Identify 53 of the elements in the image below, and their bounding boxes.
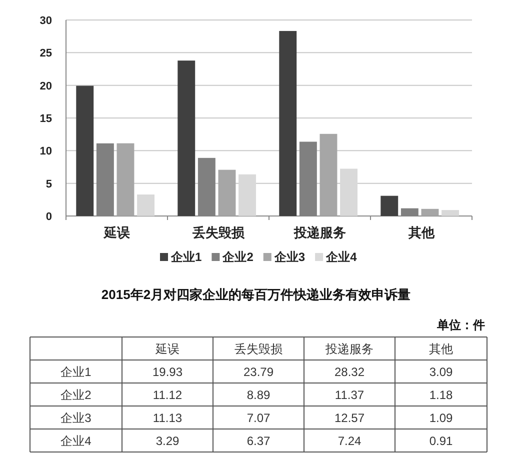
data-label: 11.13 bbox=[152, 411, 182, 425]
x-tick-label: 投递服务 bbox=[292, 225, 346, 240]
text: 企业2 bbox=[60, 388, 92, 402]
legend-label: 企业3 bbox=[273, 250, 306, 264]
category-label: 延误 bbox=[156, 342, 180, 356]
bar bbox=[218, 170, 236, 216]
data-label: 11.12 bbox=[152, 388, 182, 402]
legend-label: 企业2 bbox=[222, 250, 254, 264]
data-label: 8.89 bbox=[246, 388, 270, 402]
data-label: 11.37 bbox=[334, 388, 364, 402]
x-tick-label: 延误 bbox=[102, 225, 131, 240]
data-label: 3.09 bbox=[429, 365, 453, 379]
y-tick-label: 20 bbox=[40, 80, 52, 92]
bar bbox=[116, 143, 134, 216]
bar bbox=[76, 86, 94, 216]
text: 企业1 bbox=[60, 365, 92, 379]
x-tick-label: 其他 bbox=[407, 225, 436, 240]
text: 企业3 bbox=[60, 411, 92, 425]
y-tick-label: 25 bbox=[40, 48, 52, 60]
bar bbox=[380, 196, 398, 216]
bar bbox=[178, 60, 196, 216]
bar bbox=[421, 208, 439, 216]
bar bbox=[238, 174, 256, 216]
text: 2015年2月对四家企业的每百万件快递业务有效申诉量 bbox=[101, 287, 411, 302]
data-label: 28.32 bbox=[334, 365, 365, 379]
legend-label: 企业4 bbox=[325, 250, 358, 264]
bar bbox=[340, 168, 358, 216]
bar bbox=[320, 134, 338, 216]
x-tick-label: 丢失毁损 bbox=[191, 225, 246, 240]
data-label: 23.79 bbox=[243, 365, 274, 379]
text: 单位：件 bbox=[436, 318, 485, 332]
y-tick-label: 0 bbox=[46, 211, 52, 223]
data-label: 7.07 bbox=[246, 411, 270, 425]
bar bbox=[137, 194, 155, 216]
category-label: 丢失毁损 bbox=[234, 342, 282, 356]
data-label: 19.93 bbox=[152, 365, 183, 379]
y-tick-label: 10 bbox=[40, 146, 52, 158]
bar bbox=[279, 30, 297, 216]
data-label: 0.91 bbox=[429, 434, 453, 448]
data-label: 1.18 bbox=[429, 388, 453, 402]
legend-label: 企业1 bbox=[170, 250, 202, 264]
category-label: 投递服务 bbox=[326, 342, 374, 356]
data-label: 12.57 bbox=[334, 411, 365, 425]
category-label: 其他 bbox=[429, 342, 453, 356]
data-label: 7.24 bbox=[338, 434, 362, 448]
data-label: 3.29 bbox=[156, 434, 180, 448]
y-tick-label: 15 bbox=[40, 113, 52, 125]
text: 企业4 bbox=[60, 434, 92, 448]
y-tick-label: 5 bbox=[46, 178, 52, 190]
data-label: 6.37 bbox=[246, 434, 270, 448]
y-tick-label: 30 bbox=[40, 15, 52, 27]
bar bbox=[442, 210, 460, 216]
data-label: 1.09 bbox=[429, 411, 453, 425]
